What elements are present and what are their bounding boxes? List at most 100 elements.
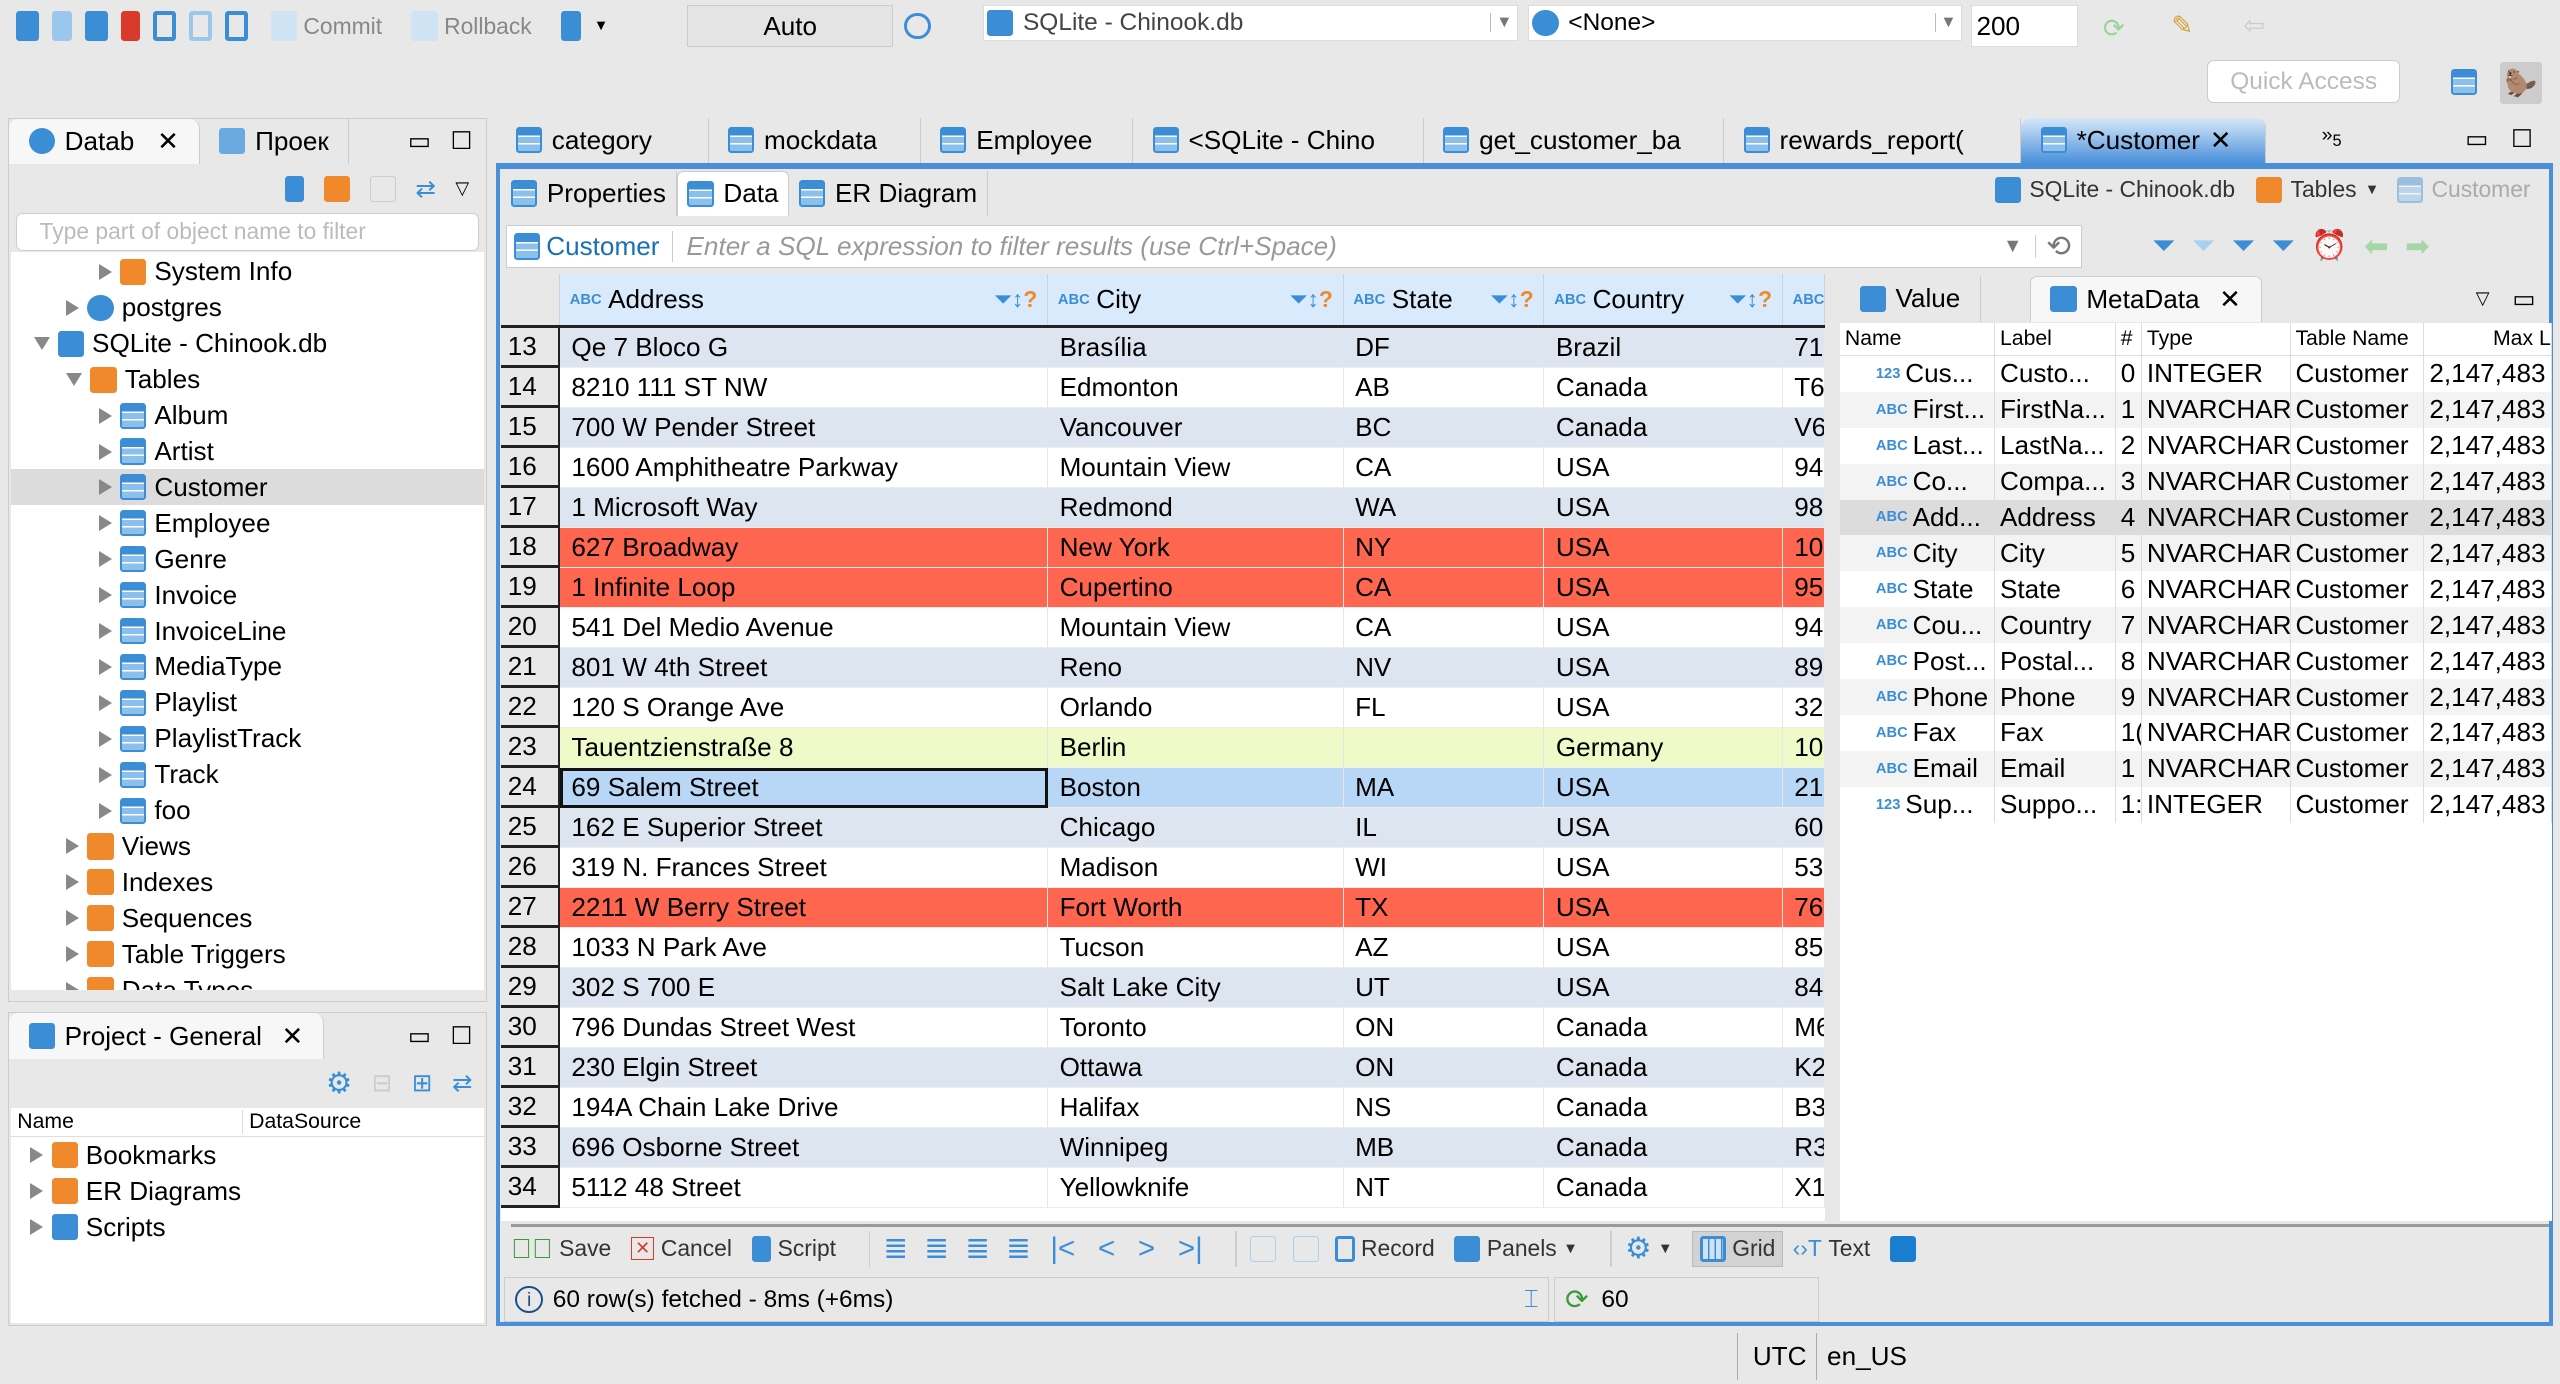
expand-arrow-icon[interactable] — [66, 838, 80, 855]
new-folder-icon[interactable] — [323, 175, 351, 202]
table-cell[interactable]: X1 — [1782, 1167, 1826, 1208]
panel-resize-icon[interactable]: ⌶ — [1523, 1285, 1539, 1313]
back-icon[interactable]: ⇦ — [2243, 9, 2266, 40]
commit-mode-select[interactable]: Auto — [687, 4, 894, 48]
refresh-filter-icon[interactable]: ⟲ — [2046, 230, 2071, 264]
new-connection-icon[interactable] — [284, 175, 305, 202]
grid-view-button[interactable]: Grid — [1692, 1231, 1783, 1267]
table-cell[interactable]: Boston — [1048, 767, 1344, 808]
table-cell[interactable]: Reno — [1048, 648, 1344, 689]
link-icon[interactable]: ⇄ — [451, 1070, 473, 1098]
table-cell[interactable]: USA — [1544, 967, 1783, 1008]
tree-item[interactable]: MediaType — [11, 649, 484, 685]
table-cell[interactable]: B3 — [1782, 1087, 1826, 1128]
table-row[interactable]: 19 1 Infinite Loop Cupertino CA USA 95 — [501, 568, 1826, 609]
expand-arrow-icon[interactable] — [98, 658, 112, 675]
minimize-icon[interactable]: ▭ — [407, 128, 431, 156]
row-number[interactable]: 27 — [501, 887, 560, 928]
sub-tab[interactable]: Data — [676, 171, 790, 216]
history-icon[interactable] — [904, 13, 931, 40]
table-cell[interactable]: USA — [1544, 568, 1783, 609]
expand-arrow-icon[interactable] — [98, 623, 112, 640]
back-icon[interactable]: ⬅ — [2364, 229, 2389, 263]
record-button[interactable]: Record — [1334, 1235, 1435, 1262]
table-cell[interactable]: Canada — [1544, 368, 1783, 409]
tree-item[interactable]: Genre — [11, 541, 484, 577]
table-cell[interactable]: Canada — [1544, 408, 1783, 449]
expand-arrow-icon[interactable] — [98, 766, 112, 783]
metadata-row[interactable]: ABC State State 6 NVARCHAR Customer 2,147,483 — [1840, 571, 2552, 608]
metadata-table[interactable]: Name Label # Type Table Name Max L 123 Cus... C… — [1839, 323, 2552, 1222]
maximize-icon[interactable]: ☐ — [2511, 126, 2533, 154]
more-tabs-icon[interactable]: »5 — [2321, 124, 2342, 150]
collapse-arrow-icon[interactable] — [33, 337, 50, 351]
project-item[interactable]: ER Diagrams — [11, 1173, 484, 1209]
table-cell[interactable]: ON — [1343, 1007, 1545, 1048]
row-number[interactable]: 15 — [501, 408, 560, 449]
breadcrumb-table[interactable]: Customer — [2431, 176, 2531, 203]
collapse-icon[interactable]: ⊟ — [371, 1070, 393, 1098]
table-cell[interactable]: Chicago — [1048, 807, 1344, 848]
collapse-all-icon[interactable] — [369, 175, 396, 202]
table-cell[interactable]: USA — [1544, 648, 1783, 689]
table-cell[interactable]: 84 — [1782, 967, 1826, 1008]
table-row[interactable]: 26 319 N. Frances Street Madison WI USA 53 — [501, 847, 1826, 888]
table-row[interactable]: 13 Qe 7 Bloco G Brasília DF Brazil 71 — [501, 328, 1826, 369]
delete-row-icon[interactable]: ≣ — [1006, 1232, 1031, 1266]
editor-tab[interactable]: category — [496, 117, 709, 164]
table-cell[interactable]: Yellowknife — [1048, 1167, 1344, 1208]
tree-item[interactable]: Employee — [11, 505, 484, 541]
table-row[interactable]: 24 69 Salem Street Boston MA USA 21 — [501, 767, 1826, 808]
table-cell[interactable]: NS — [1343, 1087, 1545, 1128]
table-cell[interactable]: 21 — [1782, 767, 1826, 808]
close-icon[interactable]: ✕ — [2209, 124, 2232, 155]
tree-item[interactable]: Playlist — [11, 685, 484, 721]
sql-editor-icon[interactable] — [153, 11, 177, 41]
tab-metadata[interactable]: MetaData ✕ — [2029, 275, 2262, 322]
tree-item[interactable]: Invoice — [11, 577, 484, 613]
tree-item[interactable]: Table Triggers — [11, 936, 484, 972]
table-cell[interactable]: Mountain View — [1048, 608, 1344, 649]
tree-item[interactable]: InvoiceLine — [11, 613, 484, 649]
metadata-row[interactable]: 123 Cus... Custo... 0 INTEGER Customer 2,147,4… — [1840, 355, 2552, 392]
table-cell[interactable]: MB — [1343, 1127, 1545, 1168]
collapse-arrow-icon[interactable] — [66, 373, 83, 387]
table-row[interactable]: 15 700 W Pender Street Vancouver BC Canada V6 — [501, 408, 1826, 449]
apply-filter-icon[interactable]: ⏷ — [2151, 229, 2176, 263]
table-cell[interactable]: 1 Infinite Loop — [559, 568, 1049, 609]
quick-access-input[interactable]: Quick Access — [2207, 60, 2400, 103]
column-header[interactable]: # — [2116, 323, 2142, 355]
table-cell[interactable]: Berlin — [1048, 728, 1344, 768]
editor-tab[interactable]: mockdata — [709, 117, 921, 164]
add-row-icon[interactable]: ≣ — [924, 1232, 949, 1266]
expand-arrow-icon[interactable] — [66, 874, 80, 891]
tree-item[interactable]: Views — [11, 829, 484, 865]
expand-arrow-icon[interactable] — [30, 1147, 44, 1164]
table-cell[interactable]: 302 S 700 E — [559, 967, 1049, 1008]
table-cell[interactable]: V6 — [1782, 408, 1826, 449]
expand-arrow-icon[interactable] — [66, 910, 80, 927]
minimize-icon[interactable]: ▭ — [2512, 285, 2536, 313]
table-cell[interactable]: CA — [1343, 608, 1545, 649]
editor-tab[interactable]: rewards_report( — [1724, 117, 2022, 164]
filter-sort-icon[interactable]: ⏷↕? — [1289, 286, 1333, 313]
table-row[interactable]: 23 Tauentzienstraße 8 Berlin Germany 10 — [501, 728, 1826, 768]
connect-icon[interactable] — [52, 11, 72, 41]
table-cell[interactable]: 8210 111 ST NW — [559, 368, 1049, 409]
close-icon[interactable]: ✕ — [2219, 283, 2241, 314]
expand-arrow-icon[interactable] — [98, 515, 112, 532]
editor-tab[interactable]: <SQLite - Chino — [1133, 117, 1424, 164]
table-row[interactable]: 20 541 Del Medio Avenue Mountain View CA USA… — [501, 608, 1826, 649]
table-row[interactable]: 30 796 Dundas Street West Toronto ON Canada M… — [501, 1007, 1826, 1048]
disconnect-icon[interactable] — [120, 11, 141, 41]
table-cell[interactable]: DF — [1343, 328, 1545, 369]
table-cell[interactable]: WA — [1343, 488, 1545, 529]
auto-refresh-icon[interactable]: ⏰ — [2311, 229, 2348, 263]
row-number[interactable]: 13 — [501, 328, 560, 369]
table-cell[interactable]: Canada — [1544, 1047, 1783, 1088]
table-cell[interactable]: 94 — [1782, 448, 1826, 489]
table-cell[interactable]: Canada — [1544, 1167, 1783, 1208]
table-cell[interactable]: Tucson — [1048, 927, 1344, 968]
table-cell[interactable]: ON — [1343, 1047, 1545, 1088]
result-limit-input[interactable]: 200 — [1970, 4, 2079, 48]
